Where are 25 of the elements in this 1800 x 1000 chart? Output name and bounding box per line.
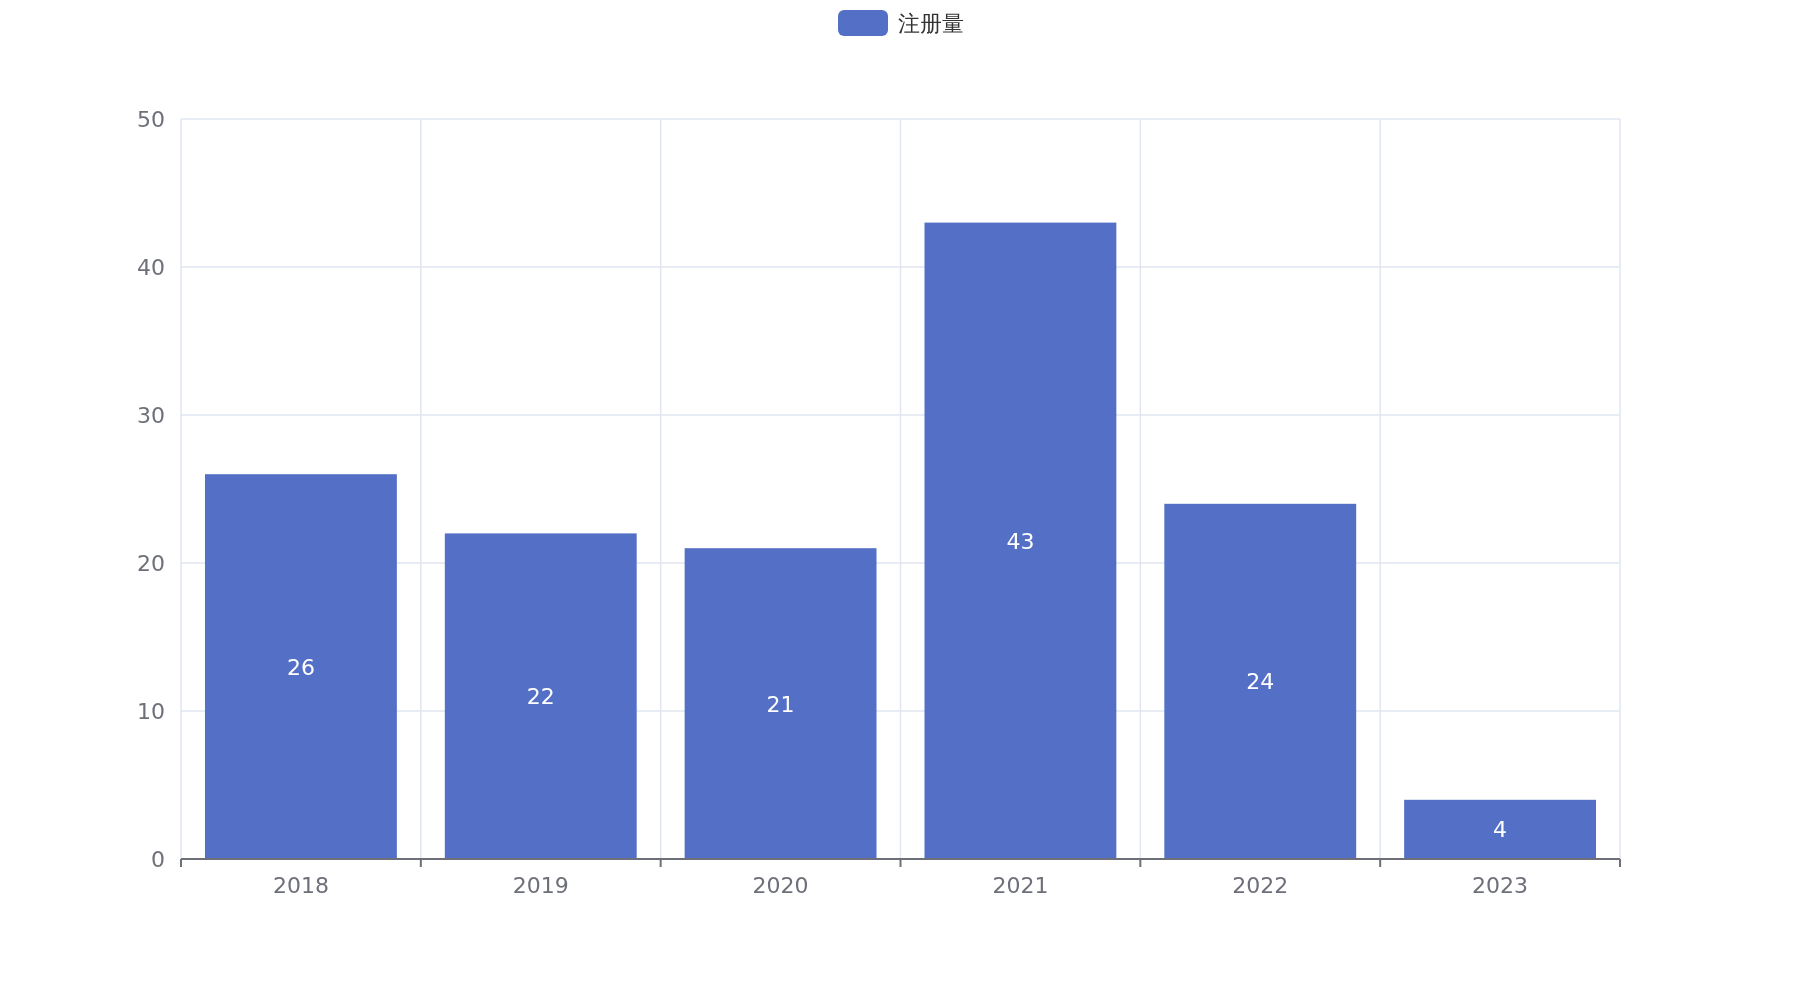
data-label: 4	[1493, 817, 1508, 843]
legend-label: 注册量	[898, 11, 964, 36]
data-label: 21	[766, 691, 795, 717]
data-label: 22	[526, 684, 555, 710]
x-tick-label: 2022	[1232, 873, 1289, 898]
x-tick-label: 2021	[992, 873, 1049, 898]
bar	[684, 548, 877, 859]
data-label: 26	[286, 654, 315, 680]
bar	[444, 533, 637, 859]
bar	[204, 474, 397, 859]
y-tick-label: 30	[137, 403, 165, 428]
data-label: 24	[1246, 669, 1275, 695]
x-tick-label: 2018	[272, 873, 329, 898]
x-tick-label: 2019	[512, 873, 569, 898]
bar	[924, 222, 1117, 859]
y-tick-label: 40	[137, 255, 165, 280]
bar	[1164, 503, 1357, 859]
y-tick-label: 50	[137, 107, 165, 132]
data-label: 43	[1006, 528, 1035, 554]
y-tick-label: 10	[137, 699, 165, 724]
y-tick-label: 20	[137, 551, 165, 576]
x-tick-label: 2020	[752, 873, 809, 898]
x-tick-label: 2023	[1472, 873, 1529, 898]
bar	[1404, 799, 1597, 859]
y-tick-label: 0	[151, 847, 165, 872]
